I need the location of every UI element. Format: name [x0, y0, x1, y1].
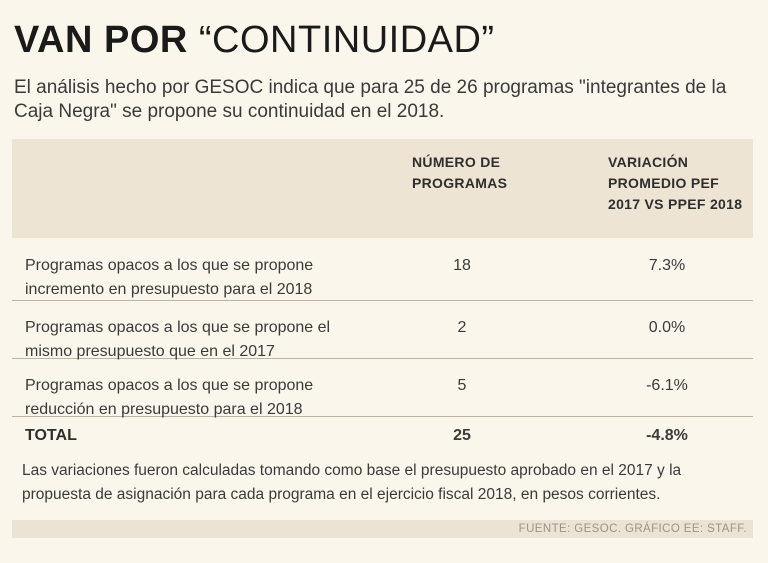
source-credit: FUENTE: GESOC. GRÁFICO EE: STAFF.	[518, 523, 747, 535]
row-variation: 7.3%	[648, 257, 686, 274]
total-count: 25	[453, 427, 471, 444]
table-header: NÚMERO DE PROGRAMAS VARIACIÓN PROMEDIO P…	[12, 139, 753, 238]
row-count: 5	[457, 377, 467, 394]
total-label: TOTAL	[25, 427, 77, 444]
footnote: Las variaciones fueron calculadas tomand…	[22, 462, 682, 503]
row-variation: 0.0%	[648, 319, 686, 336]
intro-text: El análisis hecho por GESOC indica que p…	[14, 77, 727, 122]
row-label: Programas opacos a los que se propone re…	[25, 377, 314, 418]
title-bold: VAN POR	[14, 19, 188, 61]
header-variation: VARIACIÓN PROMEDIO PEF 2017 VS PPEF 2018	[608, 154, 743, 212]
row-variation: -6.1%	[646, 377, 688, 394]
row-label: Programas opacos a los que se propone el…	[25, 319, 331, 360]
table-row: Programas opacos a los que se propone el…	[12, 302, 753, 360]
row-count: 18	[453, 257, 471, 274]
row-label: Programas opacos a los que se propone in…	[25, 257, 314, 298]
page-title: VAN POR “CONTINUIDAD”	[14, 18, 495, 62]
total-variation: -4.8%	[646, 427, 688, 444]
total-row: TOTAL 25 -4.8%	[12, 418, 753, 454]
header-count: NÚMERO DE PROGRAMAS	[412, 154, 508, 191]
row-count: 2	[457, 319, 467, 336]
table-row: Programas opacos a los que se propone re…	[12, 360, 753, 418]
source-bar: FUENTE: GESOC. GRÁFICO EE: STAFF.	[12, 520, 753, 538]
table-row: Programas opacos a los que se propone in…	[12, 240, 753, 301]
title-light: “CONTINUIDAD”	[198, 19, 495, 61]
